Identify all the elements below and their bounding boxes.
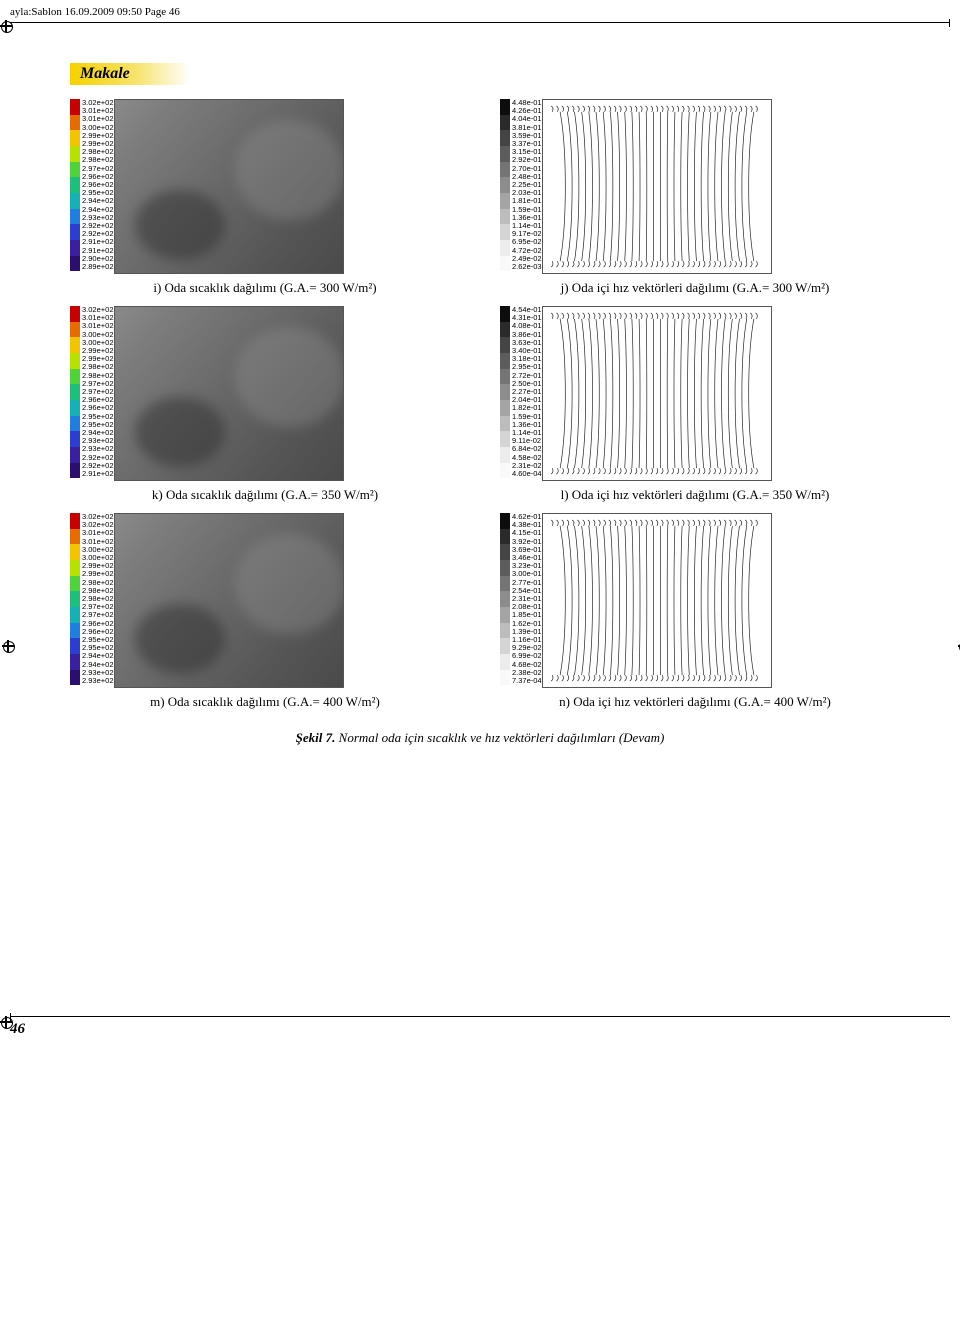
panel-caption: m) Oda sıcaklık dağılımı (G.A.= 400 W/m²… (70, 694, 460, 710)
running-header: ayla:Sablon 16.09.2009 09:50 Page 46 (10, 6, 180, 18)
panel-caption: l) Oda içi hız vektörleri dağılımı (G.A.… (500, 487, 890, 503)
colorbar-label: 4.60e-04 (512, 470, 542, 478)
colorbar-label: 7.37e-04 (512, 677, 542, 685)
figure-panel-i: 3.02e+023.01e+023.01e+023.00e+022.99e+02… (70, 99, 460, 296)
panel-caption: k) Oda sıcaklık dağılımı (G.A.= 350 W/m²… (70, 487, 460, 503)
panel-caption: i) Oda sıcaklık dağılımı (G.A.= 300 W/m²… (70, 280, 460, 296)
header-rule (10, 22, 950, 23)
velocity-vector-plot (542, 306, 772, 481)
colorbar: 3.02e+023.01e+023.01e+023.00e+022.99e+02… (70, 99, 114, 271)
footer-rule (10, 1016, 950, 1017)
figure-panel-m: 3.02e+023.02e+023.01e+023.01e+023.00e+02… (70, 513, 460, 710)
figure-panel-j: 4.48e-014.26e-014.04e-013.81e-013.59e-01… (500, 99, 890, 296)
colorbar: 4.54e-014.31e-014.08e-013.86e-013.63e-01… (500, 306, 542, 478)
figure-caption: Şekil 7. Normal oda için sıcaklık ve hız… (70, 730, 890, 746)
temperature-contour-plot (114, 99, 344, 274)
colorbar-label: 2.93e+02 (82, 677, 114, 685)
colorbar-label: 2.89e+02 (82, 263, 114, 271)
figure-panel-k: 3.02e+023.01e+023.01e+023.00e+023.00e+02… (70, 306, 460, 503)
velocity-vector-plot (542, 99, 772, 274)
colorbar-label: 2.91e+02 (82, 470, 114, 478)
colorbar-label: 2.62e-03 (512, 263, 542, 271)
panel-caption: j) Oda içi hız vektörleri dağılımı (G.A.… (500, 280, 890, 296)
section-tag: Makale (70, 63, 190, 85)
temperature-contour-plot (114, 306, 344, 481)
figure-panel-l: 4.54e-014.31e-014.08e-013.86e-013.63e-01… (500, 306, 890, 503)
figure-panel-n: 4.62e-014.38e-014.15e-013.92e-013.69e-01… (500, 513, 890, 710)
velocity-vector-plot (542, 513, 772, 688)
colorbar: 4.62e-014.38e-014.15e-013.92e-013.69e-01… (500, 513, 542, 685)
colorbar: 4.48e-014.26e-014.04e-013.81e-013.59e-01… (500, 99, 542, 271)
panel-caption: n) Oda içi hız vektörleri dağılımı (G.A.… (500, 694, 890, 710)
temperature-contour-plot (114, 513, 344, 688)
colorbar: 3.02e+023.01e+023.01e+023.00e+023.00e+02… (70, 306, 114, 478)
colorbar: 3.02e+023.02e+023.01e+023.01e+023.00e+02… (70, 513, 114, 685)
